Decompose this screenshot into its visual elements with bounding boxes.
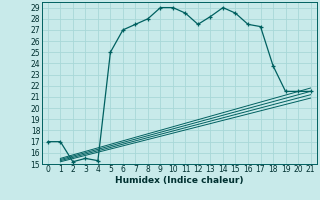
X-axis label: Humidex (Indice chaleur): Humidex (Indice chaleur): [115, 176, 244, 185]
